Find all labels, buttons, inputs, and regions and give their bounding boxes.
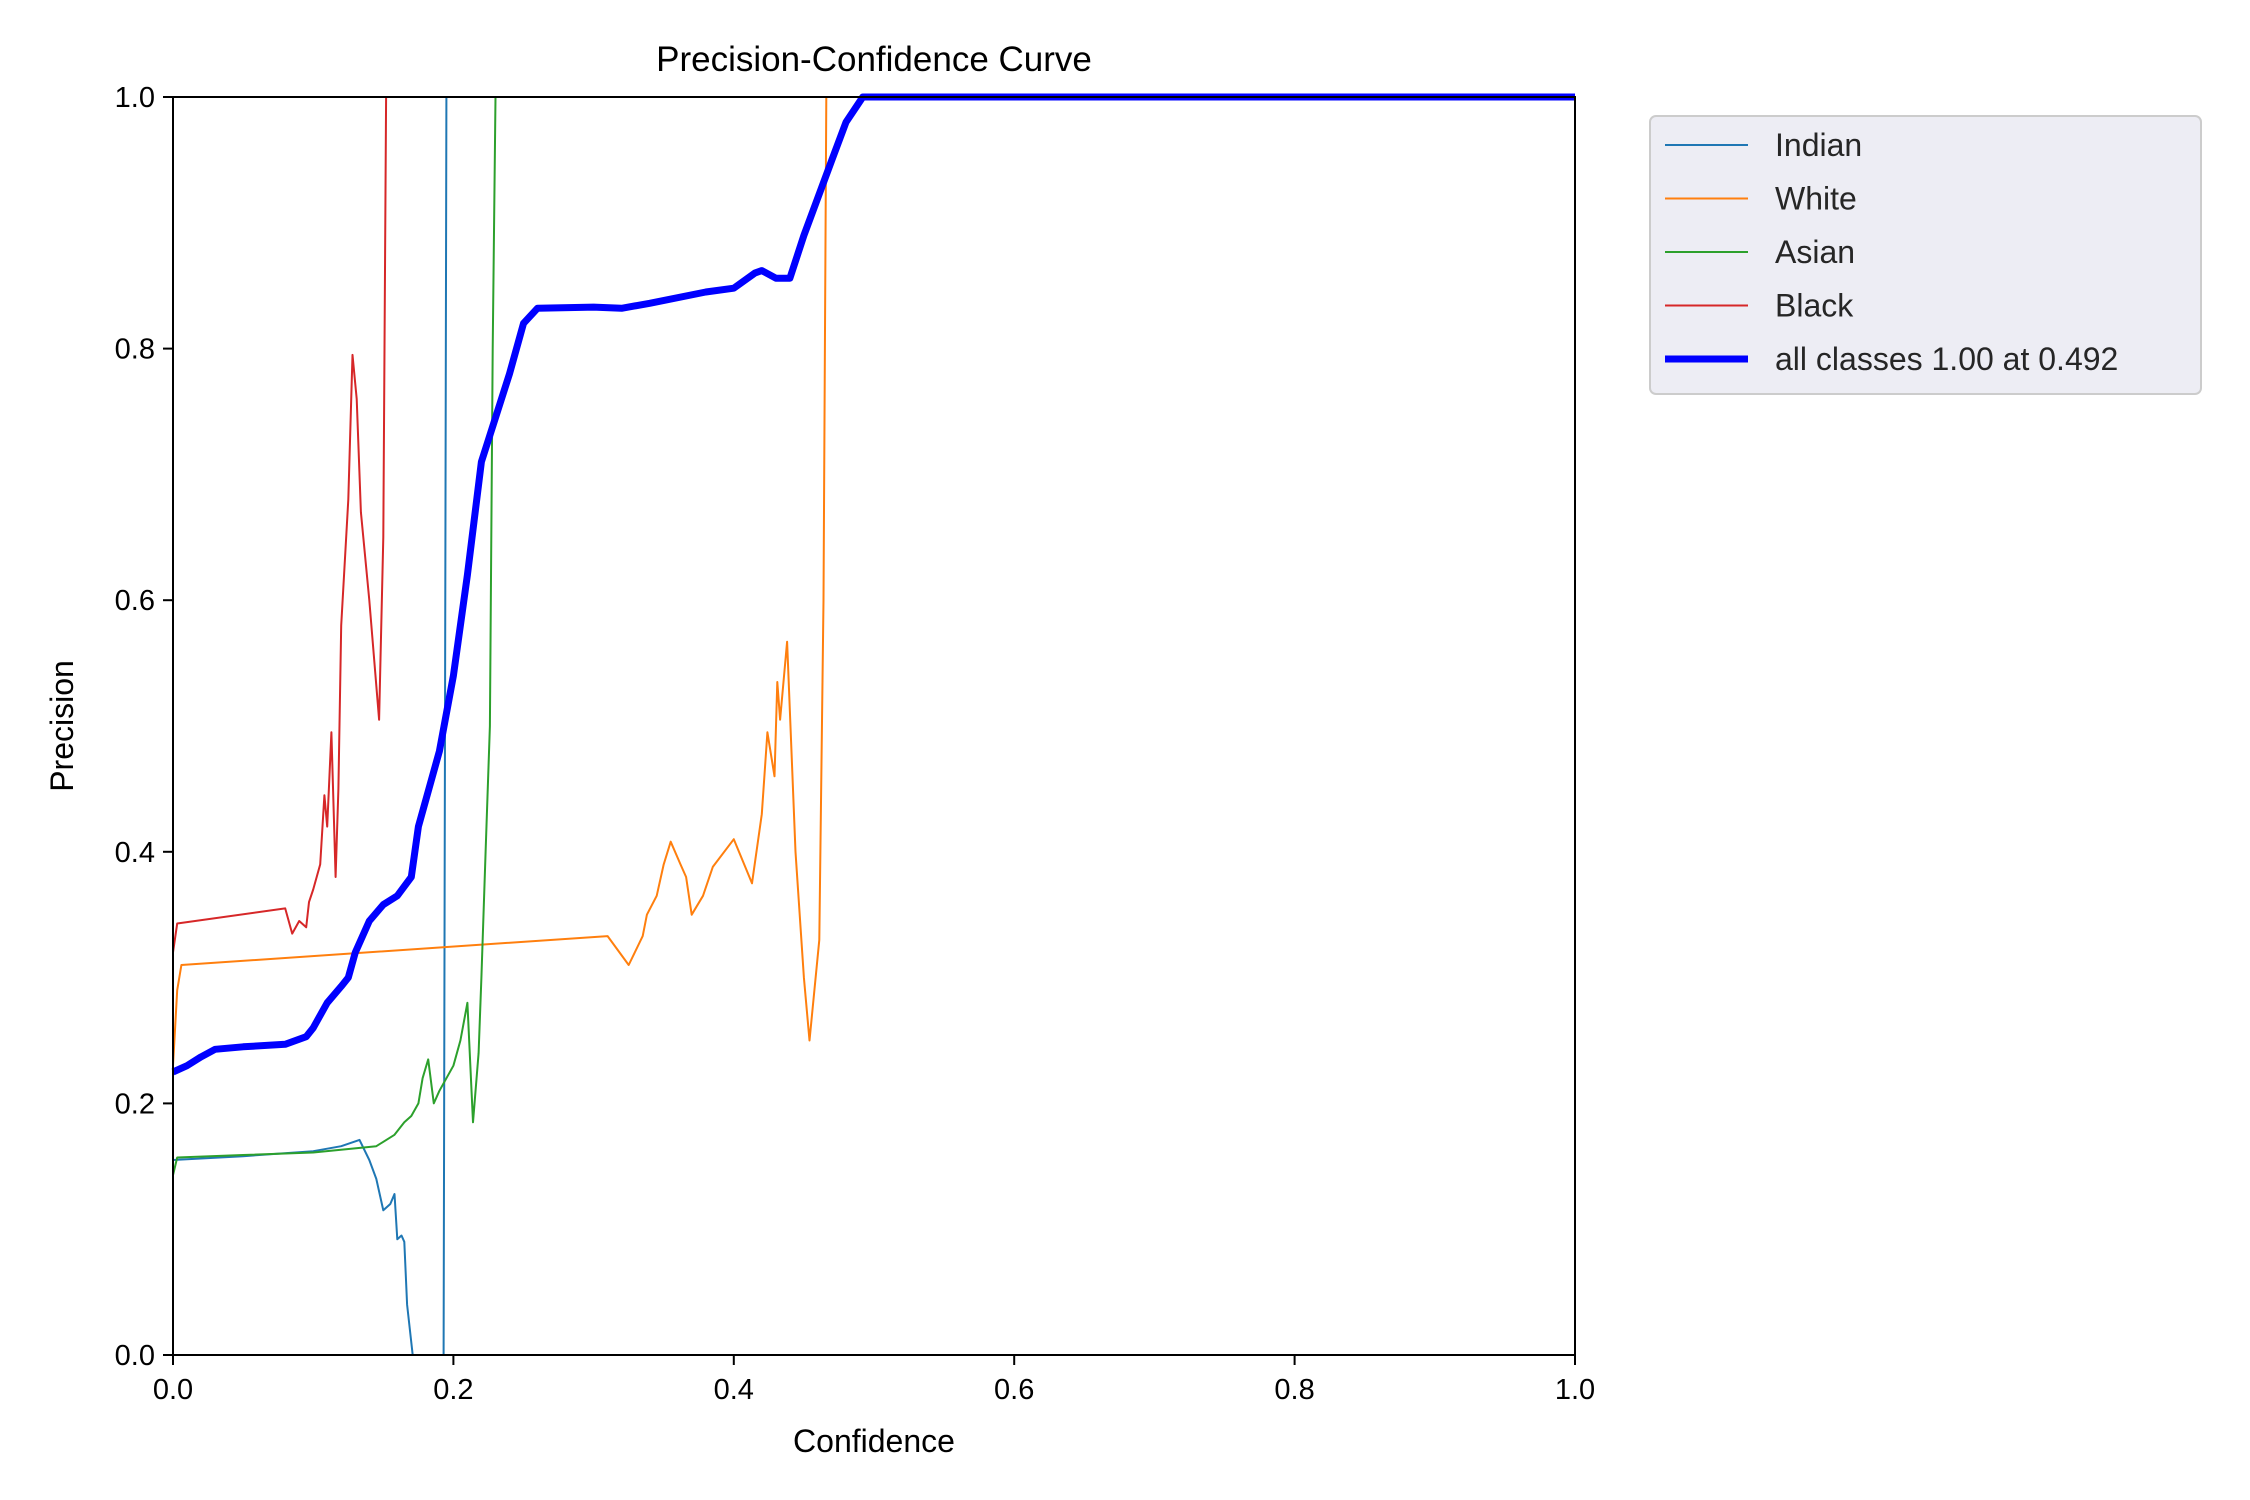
legend-entry-3: Black [1775,288,1854,324]
x-axis-label: Confidence [793,1423,955,1459]
series-line-3 [172,96,1575,953]
y-tick-label: 0.8 [115,334,155,366]
legend: Indian White Asian Black all classes 1.00 at… [1649,115,2202,395]
y-tick-label: 0.6 [115,585,155,617]
series-line-2 [172,96,1575,1176]
x-tick-label: 0.6 [994,1374,1034,1406]
y-axis-label: Precision [44,660,80,792]
x-tick-label: 0.0 [153,1374,193,1406]
y-tick-label: 1.0 [115,82,155,114]
legend-entry-4: all classes 1.00 at 0.492 [1775,341,2118,377]
legend-entry-2: Asian [1775,234,1855,270]
series-line-0 [172,96,1575,1356]
x-tick-label: 0.2 [433,1374,473,1406]
x-tick-label: 0.8 [1274,1374,1314,1406]
plot-lines [171,93,1575,1356]
y-axis-ticks: 0.0 0.2 0.4 0.6 0.8 1.0 [115,82,173,1372]
x-tick-label: 0.4 [714,1374,754,1406]
series-line-4 [171,93,1575,1076]
y-tick-label: 0.2 [115,1088,155,1120]
series-line-1 [172,96,1575,1066]
plot-frame [172,96,1576,1356]
legend-entry-0: Indian [1775,127,1862,163]
x-axis-ticks: 0.0 0.2 0.4 0.6 0.8 1.0 [153,1355,1595,1406]
y-tick-label: 0.4 [115,837,155,869]
legend-box [1649,115,2202,395]
chart-title: Precision-Confidence Curve [656,40,1092,79]
x-tick-label: 1.0 [1555,1374,1595,1406]
y-tick-label: 0.0 [115,1340,155,1372]
legend-entry-1: White [1775,181,1857,217]
